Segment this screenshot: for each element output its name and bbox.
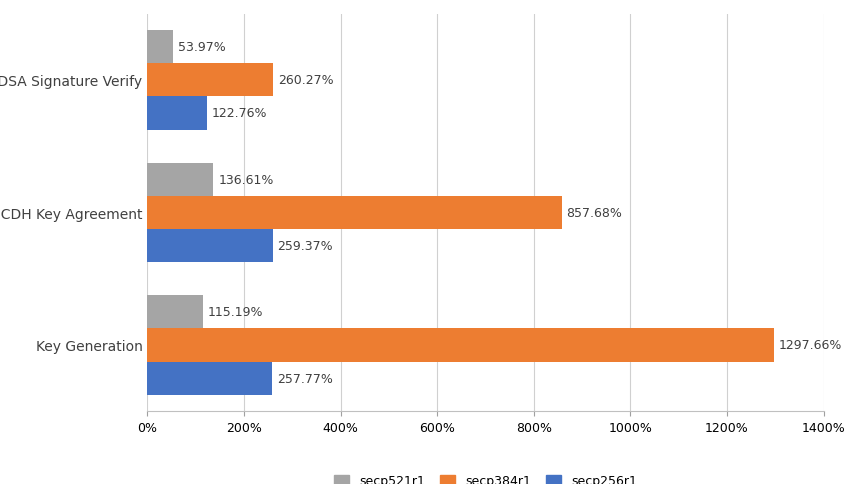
- Bar: [147, 64, 273, 97]
- Text: 53.97%: 53.97%: [179, 41, 226, 54]
- Bar: [147, 197, 562, 229]
- Legend: secp521r1, secp384r1, secp256r1: secp521r1, secp384r1, secp256r1: [329, 469, 642, 484]
- Bar: [147, 164, 213, 197]
- Text: 260.27%: 260.27%: [278, 74, 334, 87]
- Text: 1297.66%: 1297.66%: [779, 339, 843, 352]
- Text: 259.37%: 259.37%: [277, 240, 333, 253]
- Bar: [147, 31, 173, 64]
- Text: 257.77%: 257.77%: [277, 372, 333, 385]
- Bar: [147, 296, 203, 329]
- Text: 857.68%: 857.68%: [566, 207, 623, 219]
- Bar: [147, 362, 272, 395]
- Text: 115.19%: 115.19%: [208, 306, 264, 318]
- Bar: [147, 97, 206, 130]
- Bar: [147, 329, 774, 362]
- Bar: [147, 229, 273, 263]
- Text: 136.61%: 136.61%: [218, 173, 274, 186]
- Text: 122.76%: 122.76%: [212, 107, 267, 120]
